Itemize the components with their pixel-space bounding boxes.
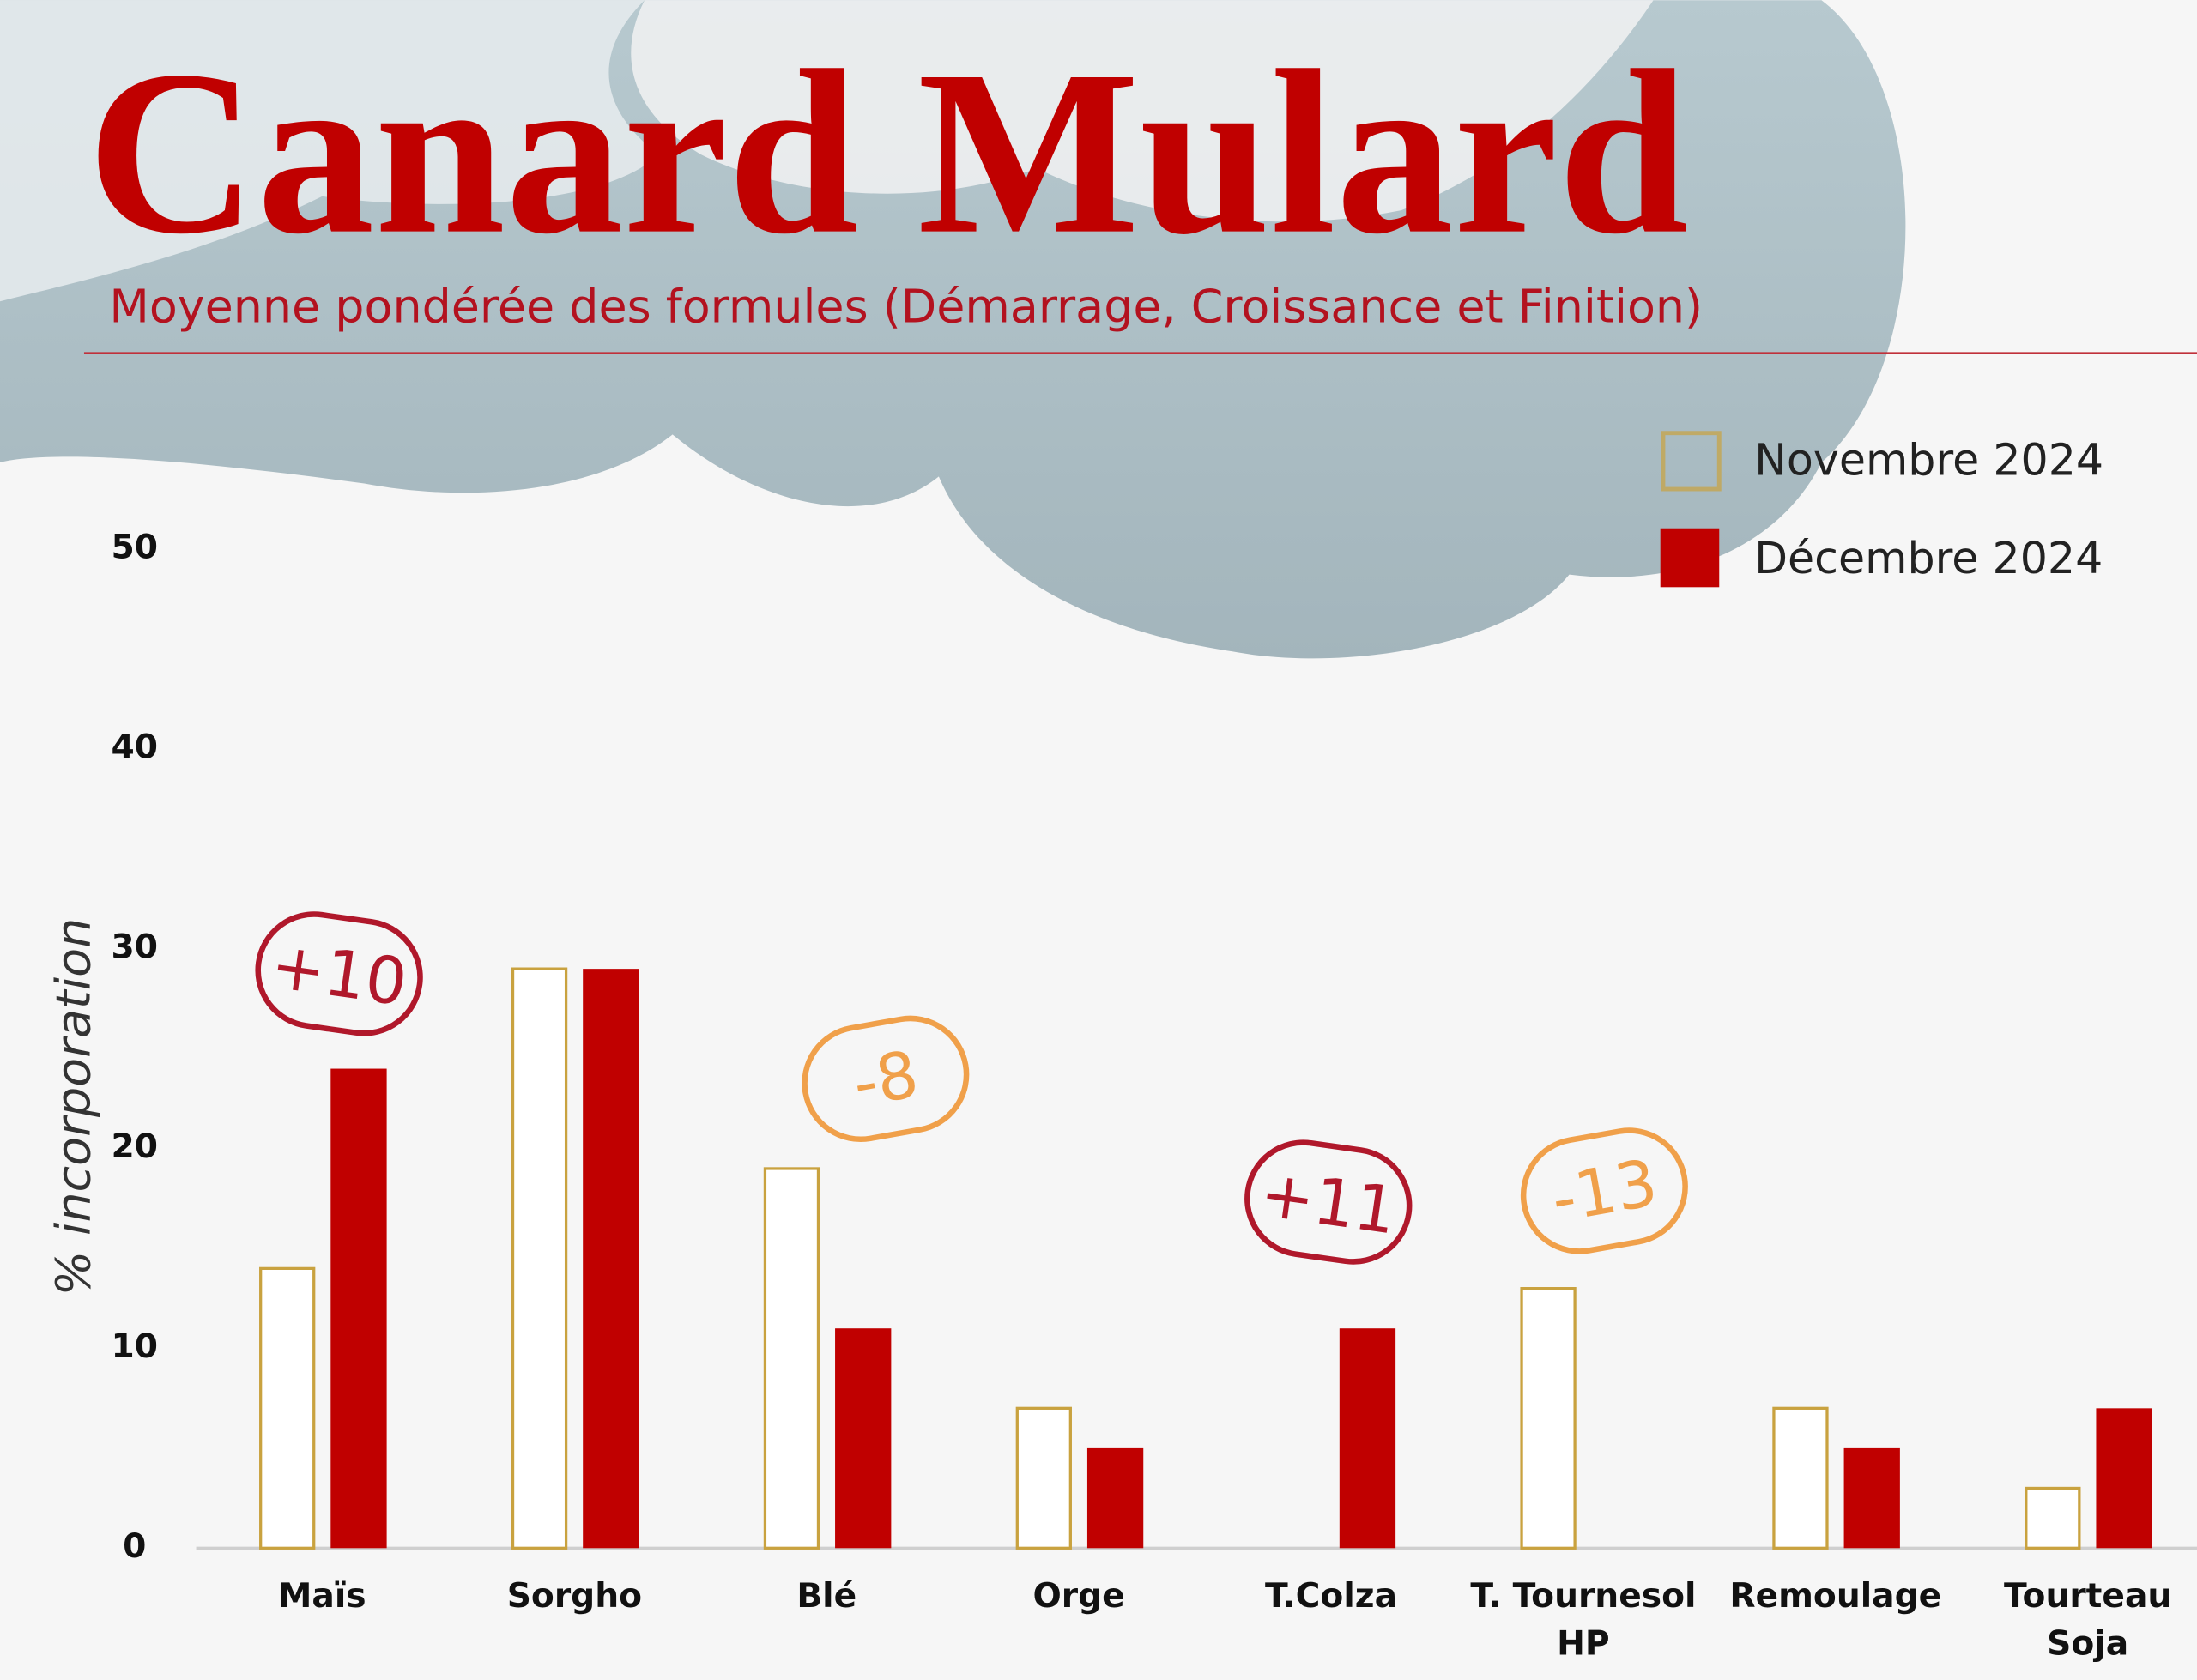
legend-label: Décembre 2024 [1754,533,2103,583]
x-tick-label: T.Colza [1265,1575,1398,1616]
x-tick-label-box: Sorgho [506,1575,643,1616]
cloud-background [0,0,1906,659]
legend-label: Novembre 2024 [1754,435,2103,486]
annotation: +11 [1244,1139,1413,1265]
x-tick-label: Blé [796,1575,857,1616]
bar [259,1266,316,1550]
bar [1339,1328,1396,1549]
y-tick-label: 40 [111,728,158,767]
annotation: +10 [255,911,423,1036]
y-axis-title: % incorporation [45,918,101,1296]
annotation: -13 [1520,1127,1688,1254]
annotation-text: -13 [1546,1145,1662,1237]
bar [1772,1406,1829,1550]
annotation-pill [1520,1127,1688,1254]
x-tick-label-box: Tourteau Soja [2004,1575,2172,1664]
bar [583,969,639,1549]
y-tick-label: 30 [111,928,158,966]
x-tick-label: Maïs [278,1575,366,1616]
bar [330,1068,387,1549]
x-tick-label-box: T.Colza [1265,1575,1398,1616]
y-tick-label: 50 [111,529,158,567]
bar [835,1328,892,1549]
chart-subtitle: Moyenne pondérée des formules (Démarrage… [109,280,1703,334]
annotation-pill [802,1015,970,1143]
x-tick-label: Sorgho [506,1575,643,1616]
annotation: -8 [802,1015,970,1143]
y-tick-label: 0 [123,1527,146,1566]
bar [1086,1447,1144,1549]
legend-swatch [1661,431,1722,492]
x-tick-label: Tourteau Soja [2004,1575,2172,1664]
bar [2096,1408,2152,1549]
x-tick-label-box: Orge [1032,1575,1125,1616]
x-tick-label: Orge [1032,1575,1125,1616]
bar [511,967,568,1550]
annotation-text: +11 [1256,1155,1401,1248]
annotation-pill [255,911,423,1036]
bar [2025,1486,2081,1550]
x-tick-label-box: Blé [796,1575,857,1616]
x-tick-label-box: Maïs [278,1575,366,1616]
bar [1520,1287,1577,1550]
x-tick-label: Remoulage [1729,1575,1942,1616]
annotation-pill [1244,1139,1413,1265]
legend-swatch [1660,528,1720,588]
x-tick-label: T. Tournesol HP [1470,1575,1697,1664]
annotation-text: -8 [847,1036,923,1122]
chart-title: Canard Mulard [87,23,1689,283]
y-tick-label: 10 [111,1327,158,1366]
x-tick-label-box: T. Tournesol HP [1470,1575,1697,1664]
y-tick-label: 20 [111,1127,158,1166]
bar [763,1167,820,1550]
annotation-text: +10 [267,927,412,1020]
x-tick-label-box: Remoulage [1729,1575,1942,1616]
bar [1843,1447,1900,1549]
bar [1015,1406,1072,1550]
